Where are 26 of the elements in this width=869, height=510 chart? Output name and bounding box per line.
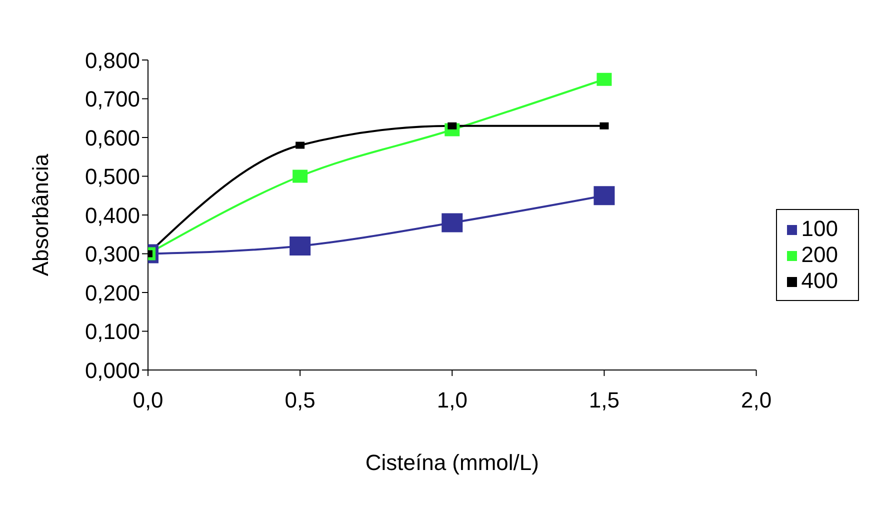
point bbox=[594, 186, 615, 206]
y-tick-label: 0,600 bbox=[84, 125, 140, 150]
legend-label: 200 bbox=[801, 242, 838, 267]
y-tick-label: 0,700 bbox=[84, 86, 140, 112]
y-axis-title: Absorbância bbox=[28, 153, 53, 276]
legend-label: 100 bbox=[801, 216, 838, 241]
y-tick-label: 0,400 bbox=[84, 202, 140, 228]
x-tick-label: 1,5 bbox=[588, 388, 620, 413]
y-tick-label: 0,200 bbox=[84, 280, 140, 306]
y-tick-label: 0,500 bbox=[84, 164, 140, 190]
point bbox=[442, 213, 463, 232]
y-tick-label: 0,800 bbox=[84, 48, 140, 73]
x-axis-title: Cisteína (mmol/L) bbox=[365, 450, 539, 475]
legend-label: 400 bbox=[801, 268, 838, 293]
point bbox=[596, 72, 612, 86]
x-tick-label: 2,0 bbox=[740, 388, 772, 413]
point bbox=[290, 236, 311, 256]
point bbox=[292, 170, 308, 183]
point bbox=[600, 122, 609, 130]
y-tick-label: 0,300 bbox=[84, 242, 140, 267]
y-tick-label: 0,100 bbox=[84, 319, 140, 344]
x-tick-label: 1,0 bbox=[436, 388, 468, 413]
point bbox=[296, 142, 305, 149]
x-tick-label: 0,0 bbox=[132, 388, 164, 413]
x-tick-label: 0,5 bbox=[284, 388, 316, 413]
y-tick-label: 0,000 bbox=[84, 358, 140, 383]
